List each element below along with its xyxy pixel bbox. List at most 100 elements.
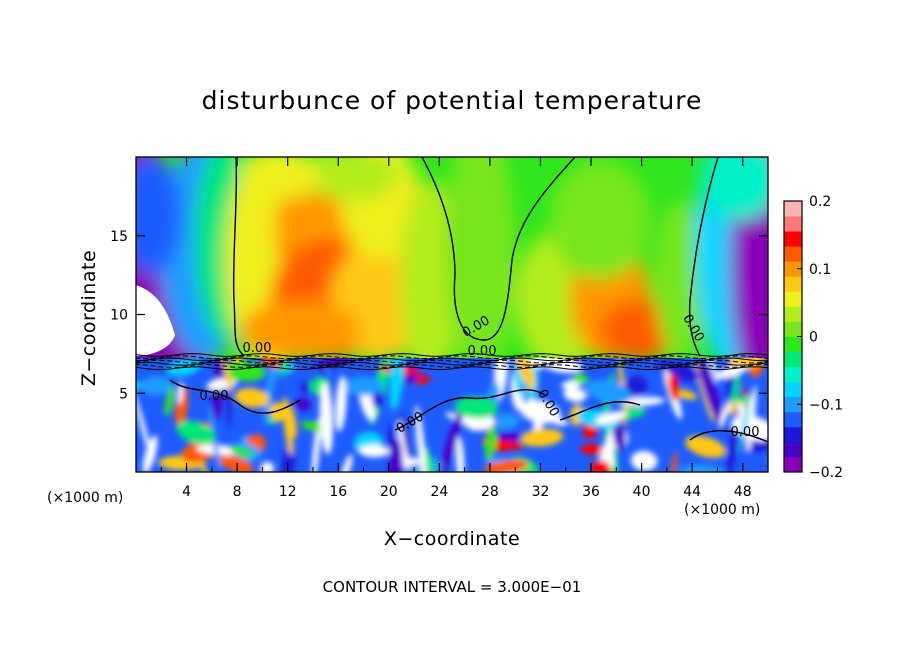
interface-contour (136, 361, 768, 366)
interface-contour (136, 355, 768, 360)
x-tick-label: 32 (532, 484, 550, 500)
field-blob-lower (466, 414, 495, 431)
field-blob-lower (585, 380, 632, 404)
x-tick-label: 8 (233, 484, 242, 500)
field-blob-lower (738, 396, 752, 453)
field-blob-lower (142, 435, 158, 472)
field-blob-lower (311, 418, 321, 472)
field-blob-lower (494, 432, 523, 441)
field-blob-lower (340, 454, 353, 472)
field-blob-lower (229, 446, 255, 458)
colorbar-segment (784, 276, 802, 292)
contour-line-right (688, 157, 719, 357)
colorbar-segment (784, 231, 802, 247)
colorbar-tick-label: −0.2 (809, 465, 843, 481)
field-blob-lower (222, 358, 232, 395)
interface-contour (136, 364, 768, 368)
contour-label: 0.00 (468, 344, 497, 359)
field-blob-lower (580, 443, 604, 455)
upper-field (136, 157, 768, 358)
field-blob-lower (590, 460, 611, 472)
contour-line-left (232, 157, 245, 357)
contour-line-lower-a (169, 379, 301, 414)
contour-interval-note: CONTOUR INTERVAL = 3.000E−01 (322, 578, 582, 596)
contour-line-lower-d (559, 401, 641, 421)
field-blob-lower (176, 420, 216, 445)
field-blob-upper (655, 200, 705, 358)
x-tick-label: 24 (430, 484, 448, 500)
colorbar-tick-label: 0.1 (809, 262, 831, 278)
y-tick-label: 10 (110, 308, 128, 324)
x-tick-label: 40 (633, 484, 651, 500)
field-blob-lower (494, 358, 509, 402)
colorbar-segment (784, 261, 802, 277)
colorbar-segment (784, 396, 802, 413)
field-blob-lower (620, 407, 646, 419)
field-blob-lower (400, 411, 412, 464)
y-axis-ticks: 5 10 15 (110, 229, 768, 402)
field-blob-upper (136, 157, 180, 275)
colorbar-segment (784, 381, 802, 398)
interface-contour (136, 359, 768, 364)
field-blob-lower (387, 423, 394, 450)
contour-label: 0.00 (243, 341, 272, 356)
interface-contour (136, 366, 768, 371)
colorbar-tick-label: 0.2 (809, 194, 831, 210)
field-blob-upper (400, 180, 460, 358)
contour-line-lower-b (394, 389, 546, 431)
field-blob-lower (520, 428, 564, 447)
field-blob-lower (218, 454, 254, 472)
interface-contours (136, 353, 768, 371)
field-blob-lower (675, 389, 698, 400)
y-tick-label: 15 (110, 229, 128, 245)
field-blob-lower (283, 396, 294, 456)
x-unit-label-left: (×1000 m) (47, 490, 124, 506)
colorbar-segment (784, 336, 802, 352)
field-blob-upper (240, 157, 320, 200)
x-tick-label: 4 (182, 484, 191, 500)
colorbar-segment (784, 201, 802, 217)
contour-line-lower-c (689, 430, 768, 443)
field-blob-lower (234, 387, 270, 408)
contour-lines (169, 157, 768, 443)
field-blob-lower (573, 373, 588, 384)
field-blob-lower (208, 405, 221, 472)
colorbar-segment (784, 441, 802, 458)
colorbar-segment (784, 321, 802, 337)
field-blob-lower (671, 452, 678, 472)
x-tick-label: 20 (380, 484, 398, 500)
field-blob-upper (550, 160, 650, 280)
colorbar-segment (784, 366, 802, 383)
colorbar (783, 200, 803, 473)
field-blob-lower (319, 382, 334, 455)
x-tick-label: 16 (329, 484, 347, 500)
colorbar-segment (784, 291, 802, 307)
field-blob-lower (415, 374, 431, 385)
contour-label: 0.00 (731, 425, 760, 440)
field-blob-lower (269, 402, 287, 422)
contour-line-center (421, 157, 576, 341)
field-blob-lower (344, 376, 384, 396)
interface-contour (136, 353, 768, 357)
field-blob-lower (563, 387, 587, 402)
colorbar-segment (784, 456, 802, 473)
colorbar-ticks: 0.2 0.1 0 −0.1 −0.2 (797, 194, 843, 481)
colorbar-segment (784, 351, 802, 368)
x-tick-label: 48 (734, 484, 752, 500)
field-blob-lower (422, 446, 435, 472)
field-blob-lower (335, 375, 347, 432)
x-tick-label: 28 (481, 484, 499, 500)
field-blob-lower (540, 358, 583, 373)
field-blob-lower (519, 399, 561, 424)
field-blob-white (136, 285, 175, 356)
x-tick-label: 36 (582, 484, 600, 500)
x-axis-ticks: 4 8 12 16 20 24 28 32 36 40 44 48 (160, 157, 752, 500)
field-blob-lower (719, 399, 731, 428)
field-blob-lower (489, 414, 520, 430)
colorbar-segment (784, 411, 802, 428)
field-blob-lower (685, 435, 726, 458)
field-blob-upper (700, 157, 768, 220)
colorbar-segment (784, 216, 802, 232)
field-blob-upper (300, 157, 400, 200)
